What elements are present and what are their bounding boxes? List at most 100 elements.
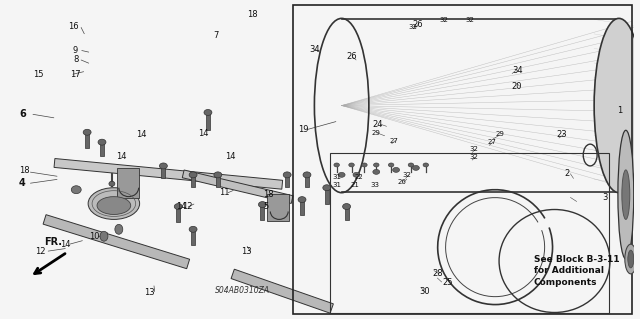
Bar — [191, 175, 195, 187]
Bar — [260, 204, 264, 220]
Ellipse shape — [159, 163, 167, 169]
Text: 27: 27 — [389, 137, 398, 144]
Ellipse shape — [334, 163, 339, 167]
Ellipse shape — [189, 172, 197, 178]
Text: 29: 29 — [495, 131, 504, 137]
Ellipse shape — [204, 109, 212, 115]
Bar — [285, 175, 289, 187]
Bar — [191, 229, 195, 245]
Text: 32: 32 — [466, 17, 475, 23]
Bar — [161, 166, 165, 178]
Text: 32: 32 — [439, 17, 448, 23]
Text: 14: 14 — [136, 130, 146, 139]
Bar — [293, 4, 632, 315]
Text: 17: 17 — [70, 70, 81, 79]
Ellipse shape — [388, 163, 394, 167]
Ellipse shape — [625, 244, 637, 274]
Text: 11: 11 — [219, 188, 229, 197]
Text: 18: 18 — [19, 166, 29, 175]
Bar — [324, 188, 329, 204]
Text: 18: 18 — [247, 10, 258, 19]
Polygon shape — [54, 159, 283, 189]
Text: 23: 23 — [556, 130, 567, 139]
Text: 14: 14 — [225, 152, 236, 161]
Text: 32: 32 — [469, 146, 478, 152]
Text: 7: 7 — [214, 31, 219, 40]
Text: 27: 27 — [488, 139, 497, 145]
Ellipse shape — [98, 139, 106, 145]
Bar — [300, 200, 304, 215]
Text: 33: 33 — [371, 182, 380, 188]
Text: 19: 19 — [298, 125, 308, 134]
Ellipse shape — [373, 169, 380, 174]
Ellipse shape — [628, 250, 634, 268]
Ellipse shape — [71, 186, 81, 194]
Bar — [344, 206, 349, 220]
Ellipse shape — [423, 163, 429, 167]
Bar — [305, 175, 309, 187]
Bar — [330, 153, 609, 314]
Text: 26: 26 — [346, 52, 356, 61]
Ellipse shape — [353, 172, 360, 177]
Text: 12: 12 — [182, 202, 193, 211]
Ellipse shape — [342, 204, 351, 210]
Text: 32: 32 — [403, 172, 412, 178]
Text: 20: 20 — [511, 82, 522, 91]
Text: 16: 16 — [68, 22, 79, 31]
Ellipse shape — [323, 185, 331, 191]
Ellipse shape — [88, 188, 140, 219]
Ellipse shape — [374, 163, 379, 167]
Text: 31: 31 — [333, 174, 342, 180]
Bar — [206, 113, 210, 130]
Text: 18: 18 — [263, 190, 274, 199]
Text: 24: 24 — [372, 120, 383, 129]
Text: 31: 31 — [333, 182, 342, 188]
Ellipse shape — [83, 129, 91, 135]
Bar — [117, 168, 139, 198]
Text: 1: 1 — [617, 106, 623, 115]
Text: 14: 14 — [198, 129, 208, 138]
Ellipse shape — [109, 181, 115, 186]
Ellipse shape — [622, 170, 630, 219]
Polygon shape — [182, 170, 293, 204]
Text: 9: 9 — [73, 46, 78, 55]
Ellipse shape — [97, 197, 131, 214]
Text: 15: 15 — [33, 70, 44, 79]
Ellipse shape — [259, 202, 266, 208]
Text: 22: 22 — [355, 174, 364, 180]
Text: 14: 14 — [60, 240, 70, 249]
Bar — [176, 206, 180, 222]
Ellipse shape — [392, 167, 399, 172]
Text: FR.: FR. — [45, 237, 63, 247]
Text: 32: 32 — [409, 25, 418, 30]
Text: 25: 25 — [442, 278, 453, 286]
Text: 29: 29 — [372, 130, 381, 136]
Ellipse shape — [362, 163, 367, 167]
Bar — [268, 194, 289, 221]
Ellipse shape — [100, 231, 108, 241]
Ellipse shape — [303, 172, 311, 178]
Ellipse shape — [618, 130, 634, 259]
Ellipse shape — [298, 197, 306, 203]
Text: 32: 32 — [469, 154, 478, 160]
Text: 21: 21 — [351, 182, 359, 188]
Ellipse shape — [408, 163, 413, 167]
Ellipse shape — [214, 172, 222, 178]
Text: See Block B-3-11
for Additional
Components: See Block B-3-11 for Additional Componen… — [534, 255, 620, 287]
Bar — [100, 142, 104, 156]
Ellipse shape — [594, 19, 640, 193]
Text: 8: 8 — [73, 56, 78, 64]
Ellipse shape — [338, 172, 345, 177]
Text: 2: 2 — [564, 169, 570, 178]
Text: 26: 26 — [397, 179, 406, 185]
Ellipse shape — [115, 224, 123, 234]
Bar — [85, 132, 89, 148]
Text: 13: 13 — [241, 247, 252, 256]
Ellipse shape — [189, 226, 197, 232]
Text: 26: 26 — [412, 20, 422, 29]
Text: 30: 30 — [420, 287, 430, 296]
Text: 13: 13 — [145, 288, 155, 297]
Bar — [216, 175, 220, 187]
Text: 14: 14 — [176, 202, 187, 211]
Ellipse shape — [349, 163, 355, 167]
